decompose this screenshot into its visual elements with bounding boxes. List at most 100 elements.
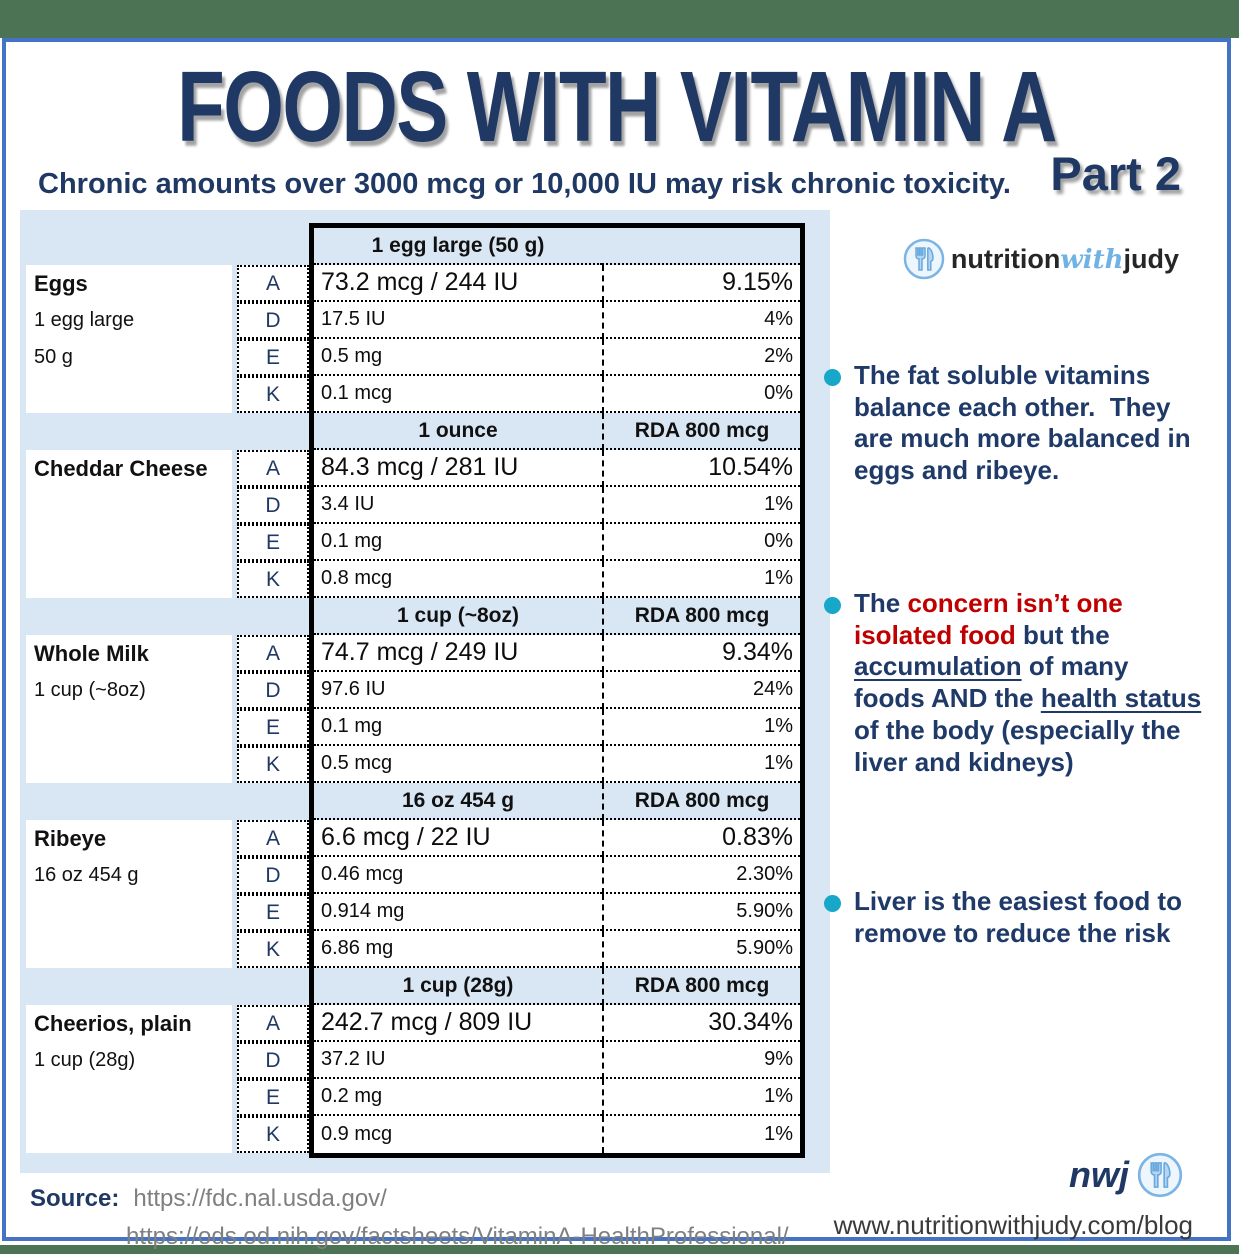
serving-header: 1 cup (~8oz) [314, 598, 602, 635]
amount-cell: 3.4 IU [314, 487, 602, 524]
source-line-2: https://ods.od.nih.gov/factsheets/Vitami… [126, 1218, 789, 1256]
food-serving: 1 cup (~8oz) [34, 679, 146, 701]
nwj-wordmark: nwj [1069, 1154, 1129, 1195]
serving-header: 1 egg large (50 g) [314, 228, 602, 265]
pct-cell: 1% [602, 1116, 800, 1153]
food-cell: Cheerios, plain 1 cup (28g) [26, 1005, 232, 1153]
pct-cell: 0.83% [602, 820, 800, 857]
food-cell: Eggs 1 egg large 50 g [26, 265, 232, 413]
vitamin-letter-cell: A [232, 450, 314, 487]
amount-cell: 0.5 mg [314, 339, 602, 376]
food-serving: 16 oz 454 g [34, 864, 139, 886]
vitamin-table-grid: 1 egg large (50 g) Eggs 1 egg large 50 g… [26, 228, 800, 1153]
pct-cell: 4% [602, 302, 800, 339]
vitamin-letter-cell: K [232, 376, 314, 413]
pct-cell: 1% [602, 561, 800, 598]
vitamin-letter-cell: D [232, 857, 314, 894]
pct-cell: 1% [602, 746, 800, 783]
brand-with: with [1060, 244, 1124, 275]
note-accumulation: The concern isn’t one isolated food but … [824, 588, 1202, 778]
amount-cell: 73.2 mcg / 244 IU [314, 265, 602, 302]
source-line-1: Source: https://fdc.nal.usda.gov/ [30, 1180, 789, 1218]
bullet-dot-icon [824, 895, 841, 912]
brand-nutrition: nutrition [950, 243, 1061, 274]
note-seg: The [854, 588, 908, 618]
amount-cell: 37.2 IU [314, 1042, 602, 1079]
note-seg: of the body (especially the liver and ki… [854, 683, 1209, 777]
note-seg-underlined: accumulation [854, 651, 1022, 682]
pct-cell: 1% [602, 709, 800, 746]
note-seg-red: concern isn’t one isolated food [854, 588, 1130, 650]
source-url-2: https://ods.od.nih.gov/factsheets/Vitami… [126, 1223, 789, 1250]
note-text: Liver is the easiest food to remove to r… [854, 886, 1190, 948]
plate-utensils-icon [903, 238, 945, 280]
pct-cell: 2.30% [602, 857, 800, 894]
plate-utensils-icon [1137, 1152, 1183, 1198]
bullet-dot-icon [824, 369, 841, 386]
note-seg: of many foods AND the [854, 651, 1136, 714]
brand-wordmark: nutritionwithjudy [951, 244, 1179, 275]
vitamin-letter-cell: D [232, 487, 314, 524]
website-url: www.nutritionwithjudy.com/blog [833, 1210, 1193, 1240]
vitamin-letter-cell: K [232, 1116, 314, 1153]
amount-cell: 0.46 mcg [314, 857, 602, 894]
part-label: Part 2 [1050, 147, 1181, 200]
pct-cell: 24% [602, 672, 800, 709]
vitamin-letter-cell: D [232, 672, 314, 709]
food-name: Cheddar Cheese [34, 456, 208, 481]
serving-header: 1 ounce [314, 413, 602, 450]
amount-cell: 0.2 mg [314, 1079, 602, 1116]
source-url-1: https://fdc.nal.usda.gov/ [133, 1185, 387, 1212]
amount-cell: 6.6 mcg / 22 IU [314, 820, 602, 857]
nutritionwithjudy-logo: nutritionwithjudy [903, 238, 1179, 280]
vitamin-letter-cell: E [232, 894, 314, 931]
pct-cell: 5.90% [602, 931, 800, 968]
vitamin-table: 1 egg large (50 g) Eggs 1 egg large 50 g… [20, 210, 830, 1173]
top-green-band [0, 0, 1239, 38]
pct-cell: 30.34% [602, 1005, 800, 1042]
amount-cell: 0.914 mg [314, 894, 602, 931]
food-serving: 1 cup (28g) [34, 1049, 136, 1071]
food-name: Whole Milk [34, 641, 149, 666]
rda-header: RDA 800 mcg [602, 598, 800, 635]
vitamin-letter-cell: K [232, 561, 314, 598]
amount-cell: 17.5 IU [314, 302, 602, 339]
nwj-logo: nwj [1069, 1152, 1183, 1198]
note-seg: but the [1015, 619, 1117, 650]
amount-cell: 0.5 mcg [314, 746, 602, 783]
serving-header: 1 cup (28g) [314, 968, 602, 1005]
subtitle-warning: Chronic amounts over 3000 mcg or 10,000 … [38, 168, 1011, 200]
vitamin-letter-cell: A [232, 820, 314, 857]
rda-header: RDA 800 mcg [602, 783, 800, 820]
food-serving: 50 g [34, 346, 73, 368]
vitamin-letter-cell: E [232, 709, 314, 746]
rda-header: RDA 800 mcg [602, 968, 800, 1005]
pct-cell: 2% [602, 339, 800, 376]
pct-cell: 9.34% [602, 635, 800, 672]
rda-header: RDA 800 mcg [602, 413, 800, 450]
amount-cell: 6.86 mg [314, 931, 602, 968]
brand-judy: judy [1123, 243, 1179, 274]
vitamin-letter-cell: D [232, 1042, 314, 1079]
pct-cell: 0% [602, 524, 800, 561]
food-name: Eggs [34, 271, 88, 296]
food-name: Ribeye [34, 826, 107, 851]
food-name: Cheerios, plain [34, 1011, 192, 1036]
page-title: FOODS WITH VITAMIN A [177, 51, 1057, 163]
bottom-green-band [0, 1245, 1239, 1254]
amount-cell: 0.1 mcg [314, 376, 602, 413]
amount-cell: 0.8 mcg [314, 561, 602, 598]
pct-cell: 10.54% [602, 450, 800, 487]
rda-header [602, 228, 800, 265]
note-seg-underlined: health status [1040, 683, 1202, 714]
vitamin-letter-cell: A [232, 1005, 314, 1042]
note-liver: Liver is the easiest food to remove to r… [824, 886, 1202, 949]
amount-cell: 0.9 mcg [314, 1116, 602, 1153]
amount-cell: 0.1 mg [314, 709, 602, 746]
bullet-dot-icon [824, 597, 841, 614]
pct-cell: 1% [602, 1079, 800, 1116]
source-label: Source: [30, 1185, 120, 1212]
amount-cell: 84.3 mcg / 281 IU [314, 450, 602, 487]
vitamin-letter-cell: E [232, 339, 314, 376]
pct-cell: 1% [602, 487, 800, 524]
